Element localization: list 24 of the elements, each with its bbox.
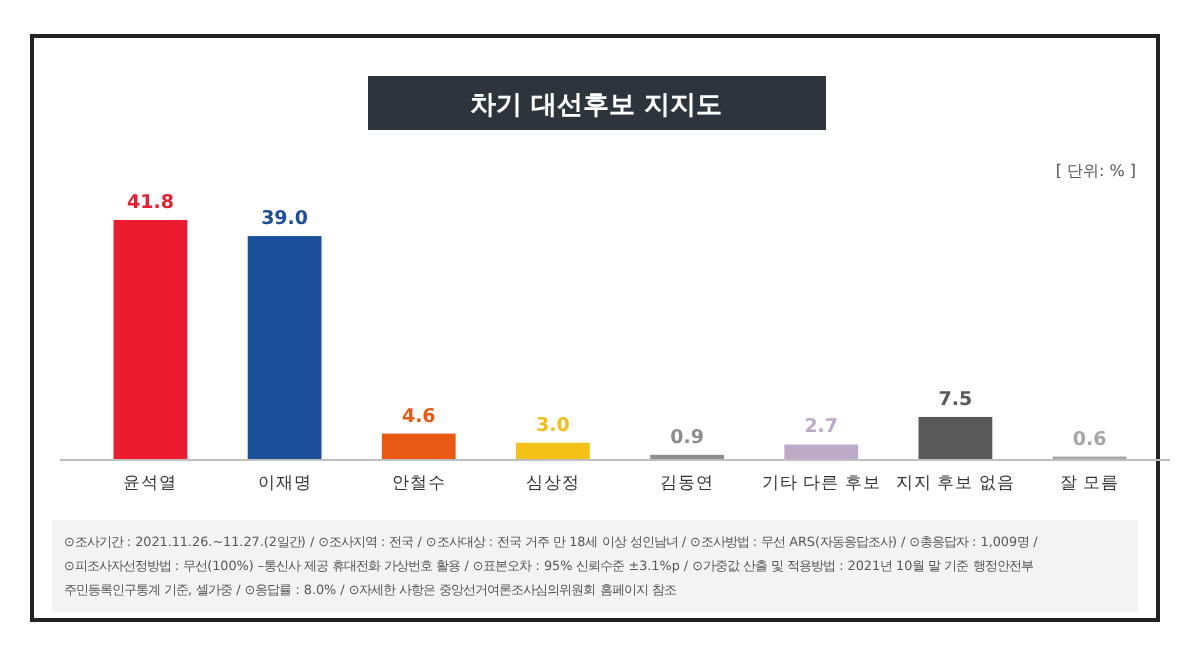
data-label: 0.6 — [1072, 428, 1108, 451]
bar — [784, 444, 859, 460]
x-tick-label: 김동연 — [660, 474, 715, 494]
data-label: 41.8 — [126, 192, 175, 214]
data-label: 4.6 — [401, 405, 437, 428]
x-tick-label: 심상정 — [525, 474, 580, 494]
bar — [918, 416, 993, 460]
x-tick-label: 잘 모름 — [1059, 474, 1120, 494]
x-tick-label: 윤석열 — [123, 474, 178, 494]
bar — [113, 220, 188, 460]
data-label: 7.5 — [938, 388, 973, 411]
x-tick-label: 기타 다른 후보 — [761, 474, 881, 494]
data-label: 3.0 — [536, 414, 571, 437]
x-tick-label: 이재명 — [257, 474, 312, 494]
chart-title: 차기 대선후보 지지도 — [469, 91, 723, 121]
data-label: 2.7 — [804, 416, 839, 439]
x-tick-label: 지지 후보 없음 — [896, 474, 1015, 494]
data-label: 39.0 — [261, 208, 309, 231]
data-label: 0.9 — [670, 426, 704, 449]
text: [ 단위: % ] — [1055, 162, 1136, 180]
x-tick-label: 안철수 — [391, 474, 446, 494]
bar — [381, 433, 456, 460]
bar — [516, 442, 590, 460]
bar — [247, 236, 322, 460]
